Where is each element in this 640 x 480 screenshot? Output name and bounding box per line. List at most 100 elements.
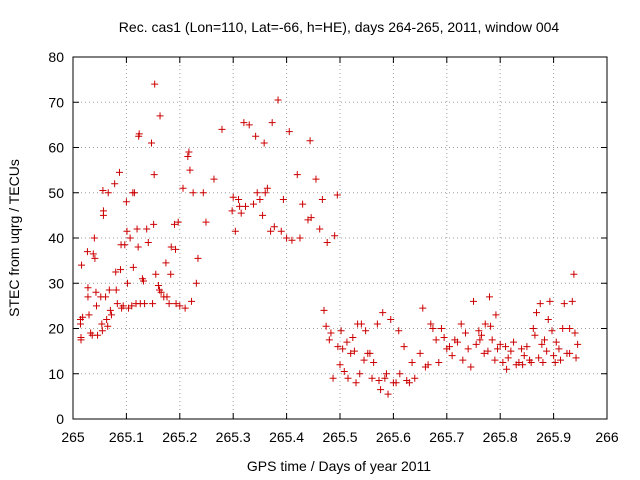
data-point [566,349,574,357]
x-axis-label: GPS time / Days of year 2011 [247,458,431,474]
data-point [329,374,337,382]
data-point [312,175,320,183]
data-point [285,128,293,136]
data-point [427,320,435,328]
x-tick-label: 265.5 [322,429,357,445]
data-point [411,374,419,382]
data-point [188,297,196,305]
data-point [299,200,307,208]
data-point [172,300,180,308]
data-points [76,80,582,398]
data-point [464,345,472,353]
y-tick-label: 20 [48,321,64,337]
data-point [487,322,495,330]
data-point [267,227,275,235]
data-point [520,352,528,360]
y-tick-label: 30 [48,275,64,291]
data-point [113,300,121,308]
data-point [241,202,249,210]
data-point [202,218,210,226]
y-tick-labels: 0 10 20 30 40 50 60 70 80 [48,49,64,427]
data-point [539,358,547,366]
data-point [261,189,269,197]
x-tick-label: 265 [61,429,85,445]
data-point [78,261,86,269]
data-point [370,358,378,366]
data-point [381,374,389,382]
data-point [557,356,565,364]
data-point [92,288,100,296]
data-point [84,293,92,301]
data-point [296,234,304,242]
data-point [491,356,499,364]
data-point [535,354,543,362]
data-point [362,327,370,335]
data-point [357,320,365,328]
data-point [470,297,477,305]
data-point [331,232,339,240]
data-point [349,334,357,342]
y-tick-label: 40 [48,230,64,246]
data-point [552,338,560,346]
data-point [279,196,287,204]
data-point [186,166,194,174]
x-tick-label: 265.3 [216,429,251,445]
data-point [366,349,374,357]
data-point [85,311,93,319]
data-point [163,293,171,301]
data-point [429,325,437,332]
data-point [344,374,352,382]
data-point [325,336,333,344]
data-point [538,340,546,348]
data-point [236,202,244,210]
data-point [167,243,175,251]
data-point [322,322,330,330]
data-point [486,293,494,301]
data-point [185,148,193,156]
data-point [478,331,486,339]
data-point [99,211,107,219]
data-point [570,270,578,278]
data-point [259,211,267,219]
data-point [347,349,355,357]
data-point [544,315,552,323]
data-point [368,374,376,382]
data-point [340,367,348,375]
data-point [123,279,131,287]
data-point [122,198,130,206]
data-point [384,390,392,398]
data-point [288,236,296,244]
data-point [126,234,134,242]
data-point [437,325,445,332]
data-point [229,193,237,201]
chart-title: Rec. cas1 (Lon=110, Lat=-66, h=HE), days… [119,19,560,35]
y-tick-label: 10 [48,366,64,382]
x-tick-label: 265.4 [269,429,304,445]
data-point [156,112,164,120]
data-point [89,250,97,258]
y-tick-label: 70 [48,94,64,110]
data-point [77,336,85,344]
x-tick-labels: 265 265.1 265.2 265.3 265.4 265.5 265.6 265.7 26… [61,429,619,445]
data-point [150,171,158,179]
data-point [435,358,443,366]
data-point [104,322,112,330]
data-point [571,329,579,337]
data-point [356,370,364,378]
data-point [253,189,261,197]
data-point [453,338,461,346]
data-point [551,358,559,366]
data-point [445,343,453,351]
data-point [543,347,551,355]
data-point [502,343,510,351]
data-point [499,358,507,366]
data-point [104,189,112,197]
data-point [519,361,527,369]
data-point [83,248,91,256]
data-point [476,336,484,344]
data-point [529,325,537,332]
data-point [176,302,184,310]
data-point [98,327,106,335]
data-point [228,207,236,215]
